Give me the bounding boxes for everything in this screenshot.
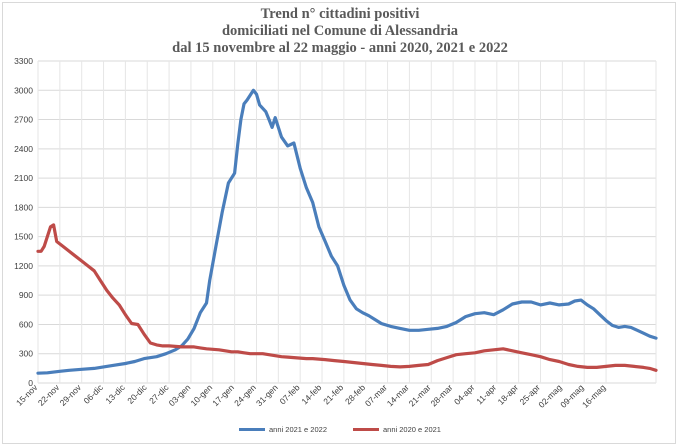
x-axis-ticks: 15-nov22-nov29-nov06-dic13-dic20-dic27-d… bbox=[14, 382, 608, 410]
x-tick-label: 10-gen bbox=[188, 382, 214, 408]
chart-frame bbox=[2, 2, 676, 444]
x-tick-label: 18-apr bbox=[496, 382, 521, 407]
y-tick-label: 2400 bbox=[14, 144, 33, 154]
y-tick-label: 2700 bbox=[14, 115, 33, 125]
chart-title-line-3: dal 15 novembre al 22 maggio - anni 2020… bbox=[172, 40, 508, 56]
chart-title: Trend n° cittadini positivi domiciliati … bbox=[0, 6, 680, 57]
chart-title-line-2: domiciliati nel Comune di Alessandria bbox=[221, 23, 459, 39]
legend-item-series-2: anni 2020 e 2021 bbox=[353, 425, 441, 434]
legend-label-series-1: anni 2021 e 2022 bbox=[269, 425, 327, 434]
y-tick-label: 1800 bbox=[14, 202, 33, 212]
x-tick-label: 11-apr bbox=[474, 382, 498, 406]
legend-swatch-series-1 bbox=[239, 428, 266, 431]
x-tick-label: 21-mar bbox=[407, 382, 433, 408]
legend-label-series-2: anni 2020 e 2021 bbox=[383, 425, 441, 434]
legend: anni 2021 e 2022 anni 2020 e 2021 bbox=[0, 425, 680, 434]
y-tick-label: 600 bbox=[19, 319, 33, 329]
x-tick-label: 22-nov bbox=[36, 382, 62, 408]
x-tick-label: 13-dic bbox=[103, 382, 127, 406]
x-tick-label: 21-feb bbox=[321, 382, 345, 406]
y-tick-label: 300 bbox=[19, 349, 33, 359]
y-tick-label: 2100 bbox=[14, 173, 33, 183]
x-tick-label: 20-dic bbox=[125, 382, 149, 406]
y-tick-label: 1500 bbox=[14, 232, 33, 242]
x-tick-label: 07-feb bbox=[277, 382, 301, 406]
x-tick-label: 14-feb bbox=[299, 382, 323, 406]
series-line-1 bbox=[36, 88, 658, 375]
x-tick-label: 04-apr bbox=[452, 382, 477, 407]
x-tick-label: 06-dic bbox=[82, 382, 106, 406]
chart-title-line-1: Trend n° cittadini positivi bbox=[260, 6, 420, 22]
y-tick-label: 3300 bbox=[14, 56, 33, 66]
y-tick-label: 3000 bbox=[14, 85, 33, 95]
x-tick-label: 17-gen bbox=[210, 382, 236, 408]
y-tick-label: 0 bbox=[28, 378, 33, 388]
x-tick-label: 07-mar bbox=[363, 382, 389, 408]
grid-lines bbox=[37, 60, 657, 384]
series-line-2 bbox=[36, 223, 658, 372]
x-tick-label: 31-gen bbox=[254, 382, 280, 408]
x-tick-label: 29-nov bbox=[58, 382, 84, 408]
x-tick-label: 16-mag bbox=[580, 382, 608, 410]
series-lines bbox=[36, 88, 658, 375]
y-tick-label: 900 bbox=[19, 290, 33, 300]
x-tick-label: 03-gen bbox=[167, 382, 193, 408]
y-tick-label: 1200 bbox=[14, 261, 33, 271]
legend-item-series-1: anni 2021 e 2022 bbox=[239, 425, 327, 434]
x-tick-label: 15-nov bbox=[14, 382, 40, 408]
legend-swatch-series-2 bbox=[353, 428, 379, 431]
y-axis-ticks: 0 300 600 900 1200 1500 1800 2100 2400 2700 3000 33… bbox=[14, 56, 33, 388]
x-tick-label: 14-mar bbox=[385, 382, 411, 408]
x-tick-label: 28-mar bbox=[428, 382, 454, 408]
x-tick-label: 24-gen bbox=[232, 382, 258, 408]
